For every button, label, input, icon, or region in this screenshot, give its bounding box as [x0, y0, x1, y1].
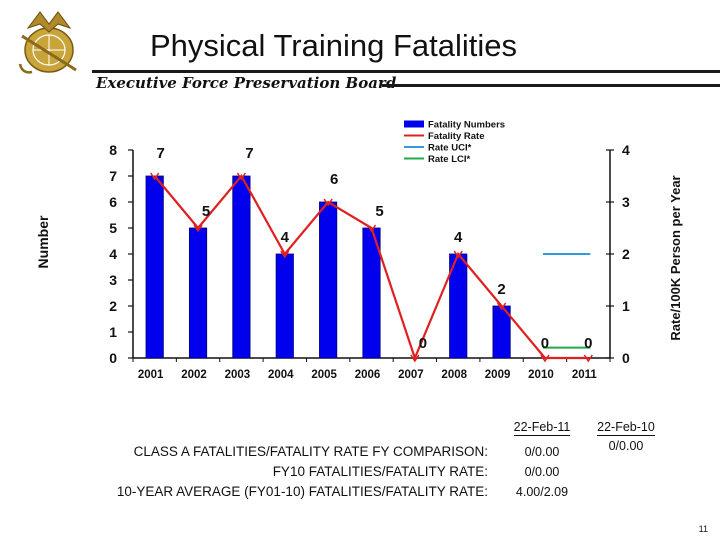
- rate-point-2001: [150, 172, 160, 181]
- rate-point-2011: [583, 354, 593, 363]
- x-tick-label-2010: 2010: [528, 369, 554, 381]
- legend-entry: Fatality Rate: [428, 131, 485, 142]
- x-tick-labels: 2001 2002 2003 2004 2005 2006 2007 2008 2009 2010…: [138, 369, 598, 381]
- rate-point-2007: [410, 354, 420, 363]
- column-value: 4.00/2.09: [515, 485, 569, 499]
- data-label-2003: 7: [245, 145, 253, 162]
- comparison-column-2011: 22-Feb-11 0/0.00 0/0.00 4.00/2.09: [500, 420, 584, 502]
- left-tick-label: 2: [109, 298, 117, 314]
- left-axis: 0 1 2 3 4 5 6 7 8: [109, 142, 611, 366]
- x-tick-label-2007: 2007: [398, 369, 424, 381]
- data-label-2011: 0: [584, 335, 592, 352]
- data-label-2004: 4: [281, 229, 290, 246]
- x-tick-label-2001: 2001: [138, 369, 164, 381]
- legend-swatch-bar: [404, 120, 424, 128]
- right-tick-label: 3: [622, 194, 630, 210]
- left-tick-label: 7: [109, 168, 117, 184]
- rate-line-series: [150, 172, 593, 363]
- bar-2001: [145, 175, 164, 359]
- bar-data-labels: 7 5 7 4 6 5 0 4 2 0 0: [157, 145, 593, 352]
- data-label-2006: 5: [375, 203, 383, 220]
- confidence-interval-lines: [542, 253, 591, 349]
- page-number: 11: [698, 524, 708, 534]
- x-tick-label-2006: 2006: [355, 369, 381, 381]
- left-tick-label: 5: [109, 220, 117, 236]
- page-title: Physical Training Fatalities: [150, 28, 517, 63]
- left-tick-label: 4: [109, 246, 117, 262]
- left-tick-label: 8: [109, 142, 117, 158]
- data-label-2002: 5: [202, 203, 210, 220]
- comparison-label: FY10 FATALITIES/FATALITY RATE:: [272, 464, 488, 479]
- x-tick-label-2003: 2003: [225, 369, 251, 381]
- left-tick-label: 6: [109, 194, 117, 210]
- data-label-2009: 2: [497, 281, 505, 298]
- x-tick-label-2004: 2004: [268, 369, 294, 381]
- column-value: 0/0.00: [524, 445, 560, 459]
- comparison-labels: CLASS A FATALITIES/FATALITY RATE FY COMP…: [117, 442, 488, 502]
- comparison-label: 10-YEAR AVERAGE (FY01-10) FATALITIES/FAT…: [116, 484, 488, 499]
- legend-entry: Fatality Numbers: [428, 120, 505, 131]
- right-tick-label: 0: [622, 350, 630, 366]
- x-tick-label-2009: 2009: [485, 369, 511, 381]
- bar-series: [145, 175, 511, 359]
- data-label-2007: 0: [419, 335, 427, 352]
- x-tick-label-2011: 2011: [572, 369, 598, 381]
- column-header: 22-Feb-10: [597, 420, 655, 436]
- y-axis-label-left: Number: [35, 215, 51, 268]
- bar-2002: [188, 227, 208, 359]
- comparison-label: CLASS A FATALITIES/FATALITY RATE FY COMP…: [133, 444, 488, 459]
- right-tick-label: 1: [622, 298, 630, 314]
- rate-point-2002: [193, 224, 203, 233]
- left-tick-label: 3: [109, 272, 117, 288]
- y-axis-label-right: Rate/100K Person per Year: [668, 175, 683, 340]
- right-tick-label: 2: [622, 246, 630, 262]
- rate-point-2006: [366, 224, 377, 233]
- column-value: 0/0.00: [608, 439, 644, 453]
- page-subtitle: Executive Force Preservation Board: [96, 74, 397, 92]
- rate-point-2008: [453, 250, 463, 259]
- data-label-2008: 4: [454, 229, 463, 246]
- x-tick-label-2005: 2005: [311, 369, 337, 381]
- data-label-2001: 7: [157, 145, 165, 162]
- left-tick-label: 1: [109, 324, 117, 340]
- data-label-2005: 6: [330, 171, 338, 188]
- comparison-column-2010: 22-Feb-10 0/0.00: [586, 420, 666, 456]
- right-tick-label: 4: [622, 142, 630, 158]
- data-label-2010: 0: [541, 335, 549, 352]
- left-tick-label: 0: [109, 350, 117, 366]
- bar-2003: [232, 175, 251, 359]
- column-value: 0/0.00: [524, 465, 560, 479]
- legend-entry: Rate UCI*: [428, 143, 472, 154]
- legend-entry: Rate LCI*: [428, 154, 471, 165]
- rate-point-2010: [540, 354, 550, 363]
- eagle-globe-anchor-emblem: [18, 11, 77, 74]
- rate-point-2004: [280, 250, 290, 259]
- right-axis: 0 1 2 3 4: [606, 142, 630, 366]
- bar-2004: [275, 253, 294, 359]
- x-tick-label-2002: 2002: [181, 369, 207, 381]
- rate-point-2005: [323, 198, 333, 207]
- bar-2005: [319, 201, 338, 359]
- subtitle-divider: [382, 84, 720, 87]
- rate-point-2009: [496, 302, 507, 311]
- title-divider: [92, 70, 720, 73]
- column-header: 22-Feb-11: [513, 420, 571, 436]
- x-tick-label-2008: 2008: [441, 369, 467, 381]
- fatality-rate-line: [153, 174, 589, 362]
- rate-point-2003: [236, 172, 247, 181]
